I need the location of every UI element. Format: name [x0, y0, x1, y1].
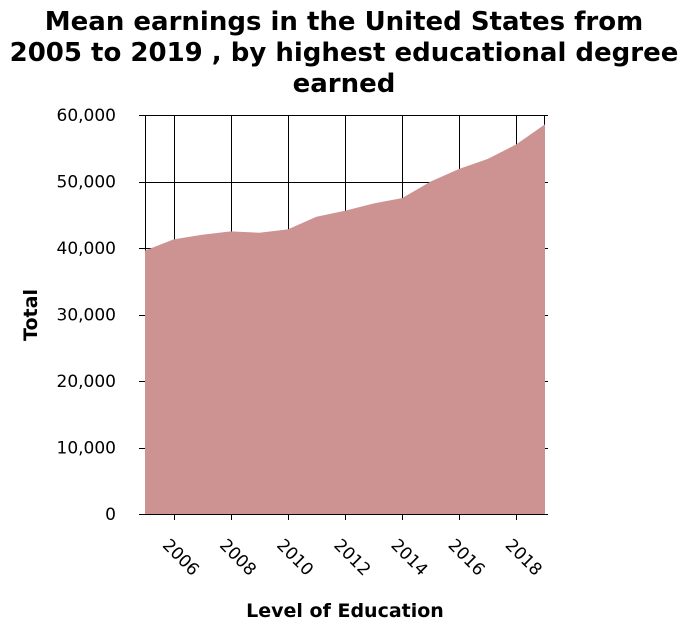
x-tick-label: 2012 — [329, 535, 374, 580]
chart-title-line-1: Mean earnings in the United States from — [45, 7, 643, 37]
y-axis-tick-labels: 0 10,000 20,000 30,000 40,000 50,000 60,000 — [57, 106, 116, 525]
plot-area — [145, 124, 545, 514]
y-tick-label: 20,000 — [57, 372, 116, 392]
chart-title: Mean earnings in the United States from … — [10, 7, 679, 99]
x-tick-label: 2010 — [272, 535, 317, 580]
y-tick-label: 60,000 — [57, 106, 116, 126]
x-tick-label: 2008 — [215, 535, 260, 580]
axis-ticks — [139, 115, 548, 520]
chart-title-line-3: earned — [293, 69, 396, 99]
x-tick-label: 2014 — [387, 535, 432, 580]
y-tick-label: 0 — [105, 505, 116, 525]
y-tick-label: 40,000 — [57, 239, 116, 259]
x-tick-label: 2018 — [501, 535, 546, 580]
x-tick-label: 2016 — [444, 535, 489, 580]
x-tick-label: 2006 — [158, 535, 203, 580]
y-axis-title: Total — [20, 289, 42, 341]
chart-title-line-2: 2005 to 2019 , by highest educational de… — [10, 38, 679, 68]
area-series-0 — [145, 124, 545, 514]
x-axis-title: Level of Education — [246, 600, 444, 622]
y-tick-label: 50,000 — [57, 173, 116, 193]
y-tick-label: 10,000 — [57, 439, 116, 459]
x-axis-tick-labels: 2006 2008 2010 2012 2014 2016 2018 — [158, 535, 546, 580]
y-tick-label: 30,000 — [57, 306, 116, 326]
